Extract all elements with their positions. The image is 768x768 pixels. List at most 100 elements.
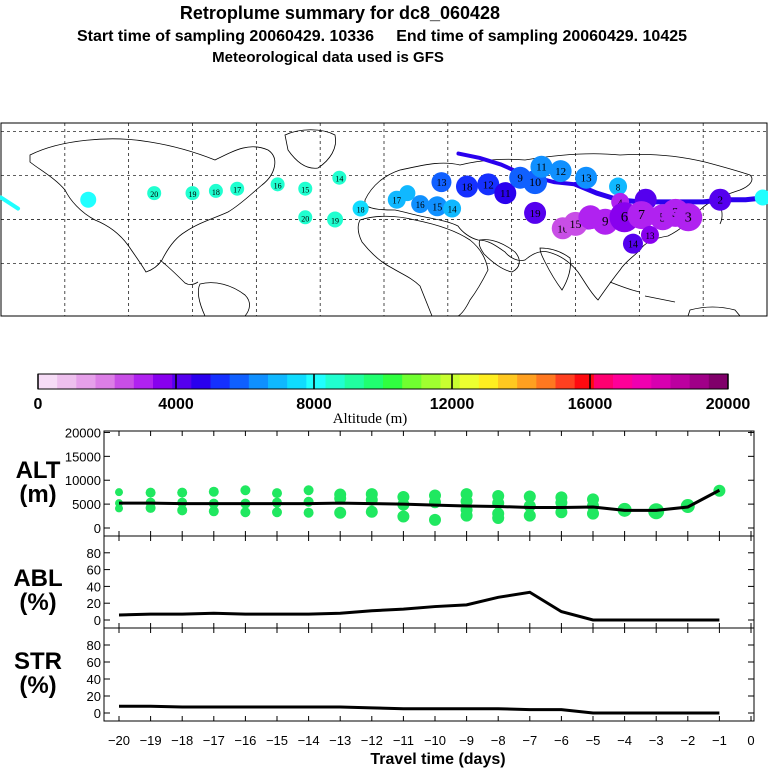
y-tick-label: 0	[94, 706, 101, 721]
y-tick-label: 20	[87, 689, 101, 704]
map-marker-label: 7	[638, 208, 645, 223]
map-marker-label: 15	[570, 217, 582, 231]
y-tick-label: 0	[94, 613, 101, 628]
colorbar-swatch	[440, 374, 461, 389]
x-tick-label: −13	[329, 733, 351, 748]
map-marker	[627, 201, 656, 230]
y-tick-label: 0	[94, 521, 101, 536]
altitude-point	[460, 509, 473, 522]
colorbar-swatch	[114, 374, 135, 389]
altitude-point	[303, 507, 314, 518]
colorbar-swatch	[325, 374, 346, 389]
y-tick-label: 40	[87, 672, 101, 687]
alt-panel-unit: (m)	[19, 481, 56, 508]
x-tick-label: −2	[680, 733, 695, 748]
altitude-point	[303, 485, 314, 496]
colorbar-tick-label: 20000	[706, 396, 751, 413]
map-marker-label: 9	[602, 214, 609, 229]
colorbar-swatch	[306, 374, 326, 389]
map-marker-label: 15	[301, 186, 309, 195]
map-marker	[208, 183, 223, 198]
x-tick-label: −18	[171, 733, 193, 748]
x-tick-label: −20	[108, 733, 130, 748]
map-marker-label: 13	[436, 178, 446, 189]
map-marker-label: 20	[301, 214, 309, 223]
colorbar-swatch	[613, 374, 633, 389]
map-marker	[494, 182, 517, 205]
x-tick-label: −19	[140, 733, 162, 748]
colorbar-swatch	[689, 374, 710, 389]
x-tick-label: −3	[649, 733, 664, 748]
colorbar-swatch	[210, 374, 231, 389]
y-tick-label: 15000	[65, 449, 101, 464]
str-panel-unit: (%)	[19, 672, 56, 699]
altitude-point	[429, 513, 441, 526]
str-panel-label: STR	[14, 648, 62, 675]
map-marker	[754, 189, 768, 206]
map-marker	[622, 233, 643, 254]
map-marker-label: 12	[555, 166, 566, 178]
map-marker	[332, 170, 347, 185]
x-tick-label: −12	[361, 733, 383, 748]
altitude-point	[240, 507, 251, 518]
altitude-point	[272, 488, 282, 499]
map-marker	[609, 177, 628, 196]
colorbar-swatch	[651, 374, 671, 389]
map-marker	[549, 160, 572, 183]
map-marker-label: 14	[448, 205, 458, 215]
map-marker-label: 16	[557, 223, 569, 235]
colorbar-swatch	[708, 374, 729, 389]
map-marker	[455, 175, 478, 198]
map-marker	[298, 181, 313, 196]
x-tick-label: −9	[459, 733, 474, 748]
altitude-point	[177, 505, 188, 516]
map-marker	[270, 177, 285, 192]
altitude-point	[365, 505, 378, 518]
altitude-point	[555, 506, 568, 519]
colorbar-swatch	[133, 374, 154, 389]
x-tick-label: −7	[522, 733, 537, 748]
x-tick-label: −6	[554, 733, 569, 748]
y-tick-label: 20000	[65, 425, 101, 440]
x-tick-label: 0	[747, 733, 754, 748]
map-marker-label: 14	[335, 175, 343, 184]
abl-series-line	[118, 590, 720, 622]
alt-panel-label: ALT	[16, 457, 61, 484]
map-marker	[709, 188, 732, 211]
map-marker-label: 17	[233, 186, 241, 195]
abl-panel-label: ABL	[13, 565, 62, 592]
x-tick-label: −4	[617, 733, 632, 748]
colorbar-swatch	[95, 374, 116, 389]
colorbar-swatch	[57, 374, 77, 389]
map-marker-label: 8	[616, 183, 621, 193]
map-marker	[411, 195, 430, 214]
altitude-point	[334, 506, 347, 519]
map-marker-label: 9	[517, 173, 523, 185]
map-marker	[640, 225, 659, 244]
altitude-point	[208, 506, 219, 517]
colorbar-swatch	[632, 374, 652, 389]
colorbar-swatch	[268, 374, 288, 389]
colorbar-swatch	[459, 374, 480, 389]
altitude-point	[208, 486, 219, 497]
map-marker-label: 15	[432, 202, 442, 213]
colorbar-swatch	[478, 374, 499, 389]
x-tick-label: −8	[491, 733, 506, 748]
colorbar-tick-label: 12000	[430, 396, 475, 413]
map-marker	[477, 173, 500, 196]
map-marker-label: 13	[645, 231, 655, 241]
colorbar-swatch	[498, 374, 518, 389]
map-coastlines	[29, 129, 753, 317]
y-tick-label: 5000	[72, 497, 101, 512]
colorbar-swatch	[421, 374, 441, 389]
x-tick-label: −15	[266, 733, 288, 748]
altitude-point	[334, 492, 347, 505]
colorbar-label: Altitude (m)	[333, 411, 408, 427]
colorbar-swatch	[555, 374, 576, 389]
altitude-point	[492, 511, 505, 524]
altitude-point	[272, 507, 282, 518]
y-tick-label: 80	[87, 546, 101, 561]
